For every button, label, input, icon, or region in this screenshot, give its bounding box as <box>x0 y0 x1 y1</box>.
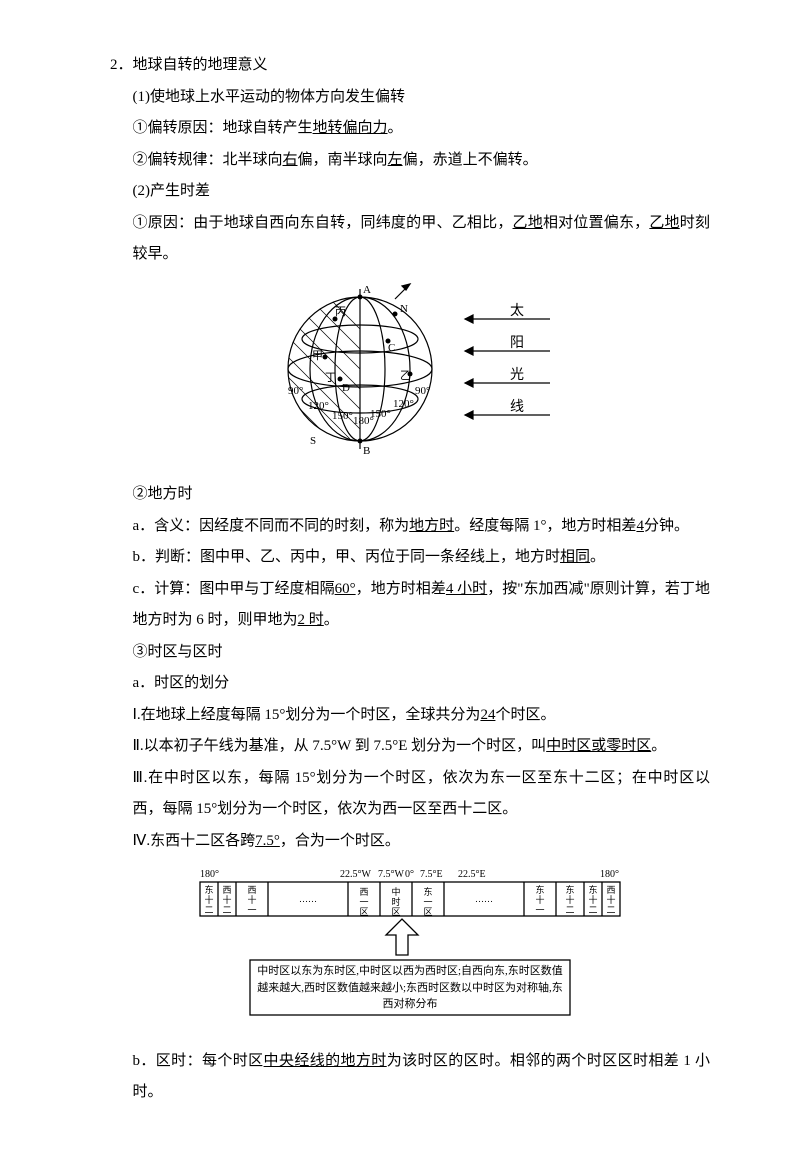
u-4h: 4 小时 <box>446 581 487 597</box>
tz-i: Ⅰ.在地球上经度每隔 15°划分为一个时区，全球共分为24个时区。 <box>110 700 710 732</box>
sun-2: 光 <box>510 367 524 383</box>
deg120: 120° <box>308 400 329 412</box>
label-B: B <box>363 445 370 457</box>
underline-right: 右 <box>283 152 298 168</box>
label-S: S <box>310 435 316 447</box>
sun-0: 太 <box>510 303 524 319</box>
globe-svg: A B N S C D 丙 甲 乙 丁 90° 120° 150° 180° 1… <box>250 279 570 459</box>
text: ①偏转原因：地球自转产生 <box>133 120 313 136</box>
heading-2: 2．地球自转的地理意义 <box>110 50 710 82</box>
c1: 西十二 <box>222 885 231 915</box>
u-same: 相同 <box>560 549 590 565</box>
u-7-5: 7.5° <box>255 833 280 849</box>
page: 2．地球自转的地理意义 (1)使地球上水平运动的物体方向发生偏转 ①偏转原因：地… <box>0 0 800 1149</box>
text: b．判断：图中甲、乙、丙中，甲、丙位于同一条经线上，地方时 <box>133 549 561 565</box>
tl5: 22.5°E <box>458 869 486 880</box>
underline-yi2: 乙地 <box>649 215 679 231</box>
label-D: D <box>342 382 350 394</box>
sun-1: 阳 <box>510 335 524 351</box>
b-line: b．区时：每个时区中央经线的地方时为该时区的区时。相邻的两个时区区时相差 1 小… <box>110 1046 710 1109</box>
lt-b: b．判断：图中甲、乙、丙中，甲、丙位于同一条经线上，地方时相同。 <box>110 542 710 574</box>
text: 。 <box>590 549 605 565</box>
tl1: 22.5°W <box>340 869 371 880</box>
text: 。 <box>388 120 403 136</box>
lt-c: c．计算：图中甲与丁经度相隔60°，地方时相差4 小时，按"东加西减"原则计算，… <box>110 574 710 637</box>
text: Ⅱ.以本初子午线为基准，从 7.5°W 到 7.5°E 划分为一个时区，叫 <box>133 738 547 754</box>
tz-a-head: a．时区的划分 <box>110 668 710 700</box>
c10: 西十二 <box>606 885 615 915</box>
text: 。 <box>324 612 339 628</box>
tz-iv: Ⅳ.东西十二区各跨7.5°，合为一个时区。 <box>110 826 710 858</box>
tl3: 0° <box>405 869 414 880</box>
text: b．区时：每个时区 <box>133 1053 264 1069</box>
text: ，地方时相差 <box>356 581 446 597</box>
deg150b: 150° <box>370 408 391 420</box>
timezone-figure: 180° 22.5°W 7.5°W 0° 7.5°E 22.5°E 180° <box>110 865 710 1038</box>
deg120b: 120° <box>393 398 414 410</box>
label-jia: 甲 <box>312 350 323 362</box>
section-2-title: (2)产生时差 <box>110 176 710 208</box>
u-4min: 4 <box>636 518 644 534</box>
label-N: N <box>400 303 408 315</box>
u-zero-zone: 中时区或零时区 <box>546 738 651 754</box>
s2-line1: ①原因：由于地球自西向东自转，同纬度的甲、乙相比，乙地相对位置偏东，乙地时刻较早… <box>110 208 710 271</box>
text: c．计算：图中甲与丁经度相隔 <box>133 581 335 597</box>
label-ding: 丁 <box>325 372 336 384</box>
section-1-title: (1)使地球上水平运动的物体方向发生偏转 <box>110 82 710 114</box>
text: 相对位置偏东， <box>543 215 649 231</box>
c6: 东一区 <box>423 886 432 917</box>
text: a．含义：因经度不同而不同的时刻，称为 <box>133 518 410 534</box>
c0: 东十二 <box>204 884 213 915</box>
lt-a: a．含义：因经度不同而不同的时刻，称为地方时。经度每隔 1°，地方时相差4分钟。 <box>110 511 710 543</box>
text: 。 <box>651 738 666 754</box>
tl2: 7.5°W <box>378 869 404 880</box>
label-C: C <box>388 342 395 354</box>
tl6: 180° <box>600 869 619 880</box>
sun-3: 线 <box>510 399 524 415</box>
globe-figure: A B N S C D 丙 甲 乙 丁 90° 120° 150° 180° 1… <box>110 279 710 472</box>
c2: 西十一 <box>247 885 256 915</box>
s1-line2: ②偏转规律：北半球向右偏，南半球向左偏，赤道上不偏转。 <box>110 145 710 177</box>
c9b: 东十二 <box>588 884 597 915</box>
text: ，合为一个时区。 <box>280 833 400 849</box>
text: ①原因：由于地球自西向东自转，同纬度的甲、乙相比， <box>133 215 513 231</box>
c7: …… <box>475 894 493 904</box>
text: ②偏转规律：北半球向 <box>133 152 283 168</box>
deg150: 150° <box>332 410 353 422</box>
u-2h: 2 时 <box>298 612 324 628</box>
text: 偏，赤道上不偏转。 <box>403 152 538 168</box>
u-local-time: 地方时 <box>409 518 454 534</box>
tl0: 180° <box>200 869 219 880</box>
text: 偏，南半球向 <box>298 152 388 168</box>
tz-caption: 中时区以东为东时区,中时区以西为西时区;自西向东,东时区数值越来越大,西时区数值… <box>255 963 565 1013</box>
c9: 东十二 <box>565 884 574 915</box>
deg90b: 90° <box>415 385 430 397</box>
u-24: 24 <box>480 707 495 723</box>
underline-coriolis: 地转偏向力 <box>313 120 388 136</box>
label-yi: 乙 <box>400 369 411 382</box>
u-60: 60° <box>335 581 356 597</box>
local-time-head: ②地方时 <box>110 479 710 511</box>
text: Ⅳ.东西十二区各跨 <box>133 833 256 849</box>
text: 分钟。 <box>644 518 689 534</box>
text: Ⅰ.在地球上经度每隔 15°划分为一个时区，全球共分为 <box>133 707 481 723</box>
c5: 中时区 <box>391 886 400 917</box>
tz-iii: Ⅲ.在中时区以东，每隔 15°划分为一个时区，依次为东一区至东十二区；在中时区以… <box>110 763 710 826</box>
underline-left: 左 <box>388 152 403 168</box>
text: 。经度每隔 1°，地方时相差 <box>454 518 636 534</box>
label-bing: 丙 <box>335 306 346 318</box>
c3: …… <box>299 894 317 904</box>
tz-svg: 180° 22.5°W 7.5°W 0° 7.5°E 22.5°E 180° <box>180 865 640 1025</box>
deg90: 90° <box>288 385 303 397</box>
underline-yi1: 乙地 <box>513 215 543 231</box>
s1-line1: ①偏转原因：地球自转产生地转偏向力。 <box>110 113 710 145</box>
text: 个时区。 <box>495 707 555 723</box>
tl4: 7.5°E <box>420 869 443 880</box>
label-A: A <box>363 284 371 296</box>
c4: 西一区 <box>359 887 368 917</box>
u-central-meridian: 中央经线的地方时 <box>264 1053 387 1069</box>
tz-ii: Ⅱ.以本初子午线为基准，从 7.5°W 到 7.5°E 划分为一个时区，叫中时区… <box>110 731 710 763</box>
tz-head: ③时区与区时 <box>110 637 710 669</box>
c8: 东十一 <box>535 884 544 915</box>
